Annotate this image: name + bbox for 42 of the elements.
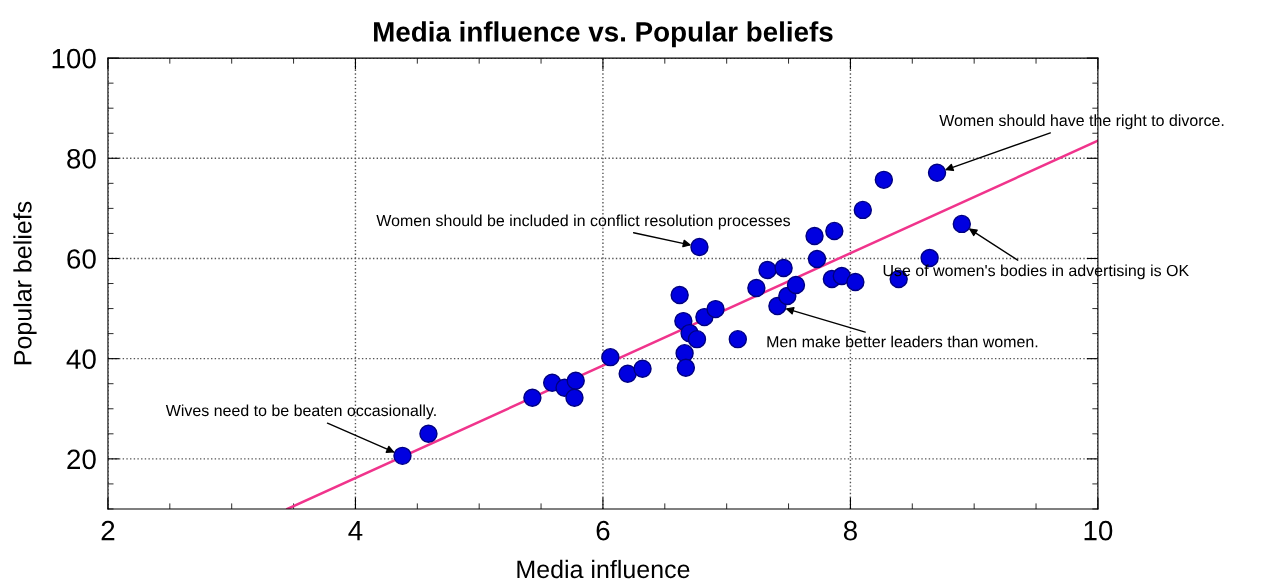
y-tick-label: 80 [67,148,96,169]
point [874,170,894,190]
point [618,364,637,383]
x-tick-label: 6 [596,520,610,541]
point [419,424,438,444]
x-tick-label: 8 [843,520,857,541]
point [523,388,542,407]
point [565,388,584,407]
point [728,329,748,349]
point [758,260,777,280]
point [676,358,696,377]
point [747,278,766,298]
point [601,347,620,367]
point [633,359,652,378]
point [774,258,793,278]
annotation: Wives need to be beaten occasionally. [165,404,436,420]
point [566,371,585,390]
point [670,285,689,305]
point [952,214,971,234]
y-tick-label: 40 [66,349,96,370]
x-tick-label: 10 [1084,520,1113,541]
x-tick-label: 4 [348,521,363,541]
point [927,163,947,183]
point [825,221,844,241]
annotation: Men make better leaders than women. [767,335,1038,348]
x-axis-title: Media influence [517,559,690,579]
point [805,226,824,246]
chart-title: Media influence vs. Popular beliefs [374,21,833,48]
point [846,272,865,292]
point [706,299,725,319]
y-axis-title: Popular beliefs [13,201,37,365]
point [687,329,707,349]
point [853,200,872,220]
point [393,446,412,466]
point [786,275,806,295]
annotation: Women should be included in conflict resolution processes [376,214,791,230]
y-tick-label: 100 [52,48,96,69]
x-tick-label: 2 [101,520,115,541]
y-tick-label: 20 [67,449,96,470]
point [690,237,709,257]
point [807,249,827,269]
y-tick-label: 60 [67,249,96,269]
